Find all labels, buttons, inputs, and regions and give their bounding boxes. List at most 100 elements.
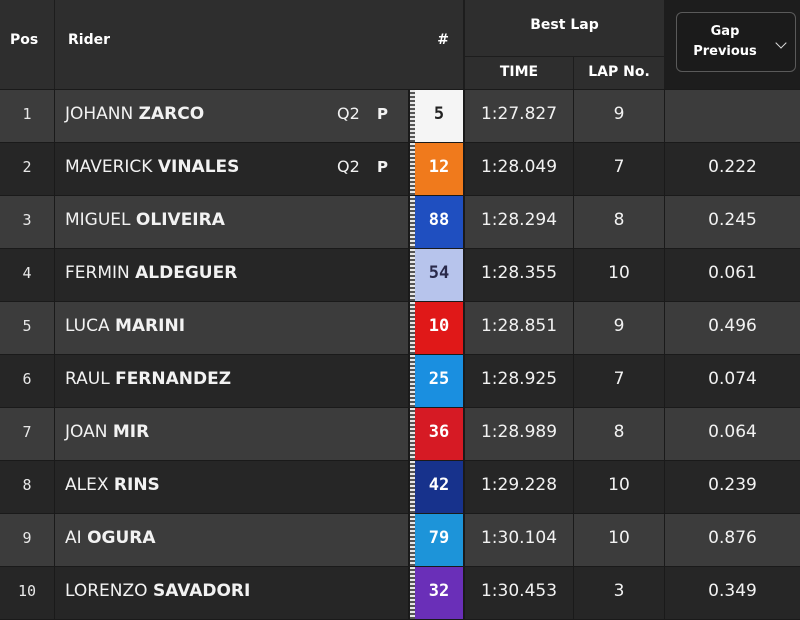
rider-first-name: MIGUEL: [65, 210, 131, 230]
bike-number: 10: [428, 316, 450, 336]
number-cell: 88: [410, 196, 463, 248]
team-stripe: [410, 355, 415, 407]
rider-first-name: JOHANN: [65, 104, 134, 124]
gap-previous: 0.222: [708, 157, 757, 177]
best-lap-time: 1:28.294: [480, 210, 558, 230]
best-lap-time: 1:28.989: [480, 422, 558, 442]
best-time-cell: 1:27.827: [465, 90, 573, 142]
best-time-cell: 1:30.453: [465, 567, 573, 619]
table-row[interactable]: 1 JOHANN ZARCO Q2 P 5 1:27.827 9: [0, 90, 800, 142]
team-stripe: [410, 461, 415, 513]
rider-first-name: MAVERICK: [65, 157, 153, 177]
header-pos: Pos: [10, 32, 39, 48]
table-row[interactable]: 6 RAUL FERNANDEZ 25 1:28.925 7 0.074: [0, 355, 800, 407]
gap-selector-dropdown[interactable]: Gap Previous: [676, 12, 796, 72]
best-lap-number: 9: [613, 316, 625, 336]
best-lap-number: 8: [613, 422, 625, 442]
gap-previous: 0.496: [708, 316, 757, 336]
rider-name: AI OGURA: [65, 528, 156, 548]
number-cell: 79: [410, 514, 463, 566]
gap-previous: 0.061: [708, 263, 757, 283]
lap-no-cell: 8: [574, 408, 664, 460]
rider-last-name: MARINI: [114, 316, 186, 336]
best-lap-number: 7: [613, 157, 625, 177]
rider-first-name: LORENZO: [65, 581, 148, 601]
gap-cell: 0.239: [665, 461, 800, 513]
number-cell: 25: [410, 355, 463, 407]
best-lap-number: 3: [613, 581, 625, 601]
table-row[interactable]: 2 MAVERICK VINALES Q2 P 12 1:28.049 7 0.222: [0, 143, 800, 195]
position: 4: [22, 264, 32, 282]
best-lap-time: 1:28.851: [480, 316, 558, 336]
gap-cell: 0.222: [665, 143, 800, 195]
gap-label-line1: Gap: [710, 24, 740, 39]
gap-previous: 0.074: [708, 369, 757, 389]
rider-name: MIGUEL OLIVEIRA: [65, 210, 225, 230]
rider-first-name: JOAN: [65, 422, 108, 442]
best-time-cell: 1:28.294: [465, 196, 573, 248]
table-row[interactable]: 5 LUCA MARINI 10 1:28.851 9 0.496: [0, 302, 800, 354]
bike-number-badge: 12: [410, 143, 463, 195]
best-lap-time: 1:27.827: [480, 104, 558, 124]
best-time-cell: 1:28.989: [465, 408, 573, 460]
pos-cell: 2: [0, 143, 54, 195]
gap-previous: 0.349: [708, 581, 757, 601]
number-cell: 54: [410, 249, 463, 301]
gap-cell: 0.064: [665, 408, 800, 460]
best-lap-time: 1:29.228: [480, 475, 558, 495]
position: 2: [22, 158, 32, 176]
rider-last-name: OLIVEIRA: [135, 210, 225, 230]
position: 1: [22, 105, 32, 123]
pos-cell: 6: [0, 355, 54, 407]
rider-last-name: OGURA: [87, 528, 156, 548]
best-time-cell: 1:28.925: [465, 355, 573, 407]
rider-name: JOHANN ZARCO: [65, 104, 204, 124]
bike-number: 12: [428, 157, 450, 177]
table-row[interactable]: 3 MIGUEL OLIVEIRA 88 1:28.294 8 0.245: [0, 196, 800, 248]
rider-last-name: ALDEGUER: [135, 263, 238, 283]
header-number: #: [437, 32, 449, 48]
header-best-lap: Best Lap: [530, 17, 599, 33]
rider-name: FERMIN ALDEGUER: [65, 263, 237, 283]
rider-name: RAUL FERNANDEZ: [65, 369, 231, 389]
table-row[interactable]: 8 ALEX RINS 42 1:29.228 10 0.239: [0, 461, 800, 513]
team-stripe: [410, 302, 415, 354]
position: 7: [22, 423, 32, 441]
bike-number-badge: 36: [410, 408, 463, 460]
best-time-cell: 1:28.851: [465, 302, 573, 354]
bike-number-badge: 25: [410, 355, 463, 407]
rider-first-name: RAUL: [65, 369, 110, 389]
lap-no-cell: 8: [574, 196, 664, 248]
gap-label-line2: Previous: [693, 44, 757, 59]
table-row[interactable]: 9 AI OGURA 79 1:30.104 10 0.876: [0, 514, 800, 566]
table-row[interactable]: 10 LORENZO SAVADORI 32 1:30.453 3 0.349: [0, 567, 800, 619]
gap-previous: 0.064: [708, 422, 757, 442]
number-cell: 32: [410, 567, 463, 619]
table-row[interactable]: 4 FERMIN ALDEGUER 54 1:28.355 10 0.061: [0, 249, 800, 301]
chevron-down-icon: [775, 37, 787, 49]
rider-cell: FERMIN ALDEGUER: [55, 249, 408, 301]
header-lap-no: LAP No.: [588, 64, 650, 80]
number-cell: 10: [410, 302, 463, 354]
pit-flag: P: [377, 105, 388, 123]
best-lap-number: 9: [613, 104, 625, 124]
bike-number: 88: [428, 210, 450, 230]
bike-number: 5: [433, 104, 445, 124]
best-time-cell: 1:28.355: [465, 249, 573, 301]
best-lap-number: 10: [608, 263, 630, 283]
pos-cell: 5: [0, 302, 54, 354]
best-lap-number: 7: [613, 369, 625, 389]
best-lap-time: 1:30.453: [480, 581, 558, 601]
lap-no-cell: 10: [574, 514, 664, 566]
position: 6: [22, 370, 32, 388]
q2-badge: Q2: [337, 104, 360, 123]
team-stripe: [410, 408, 415, 460]
gap-cell: 0.496: [665, 302, 800, 354]
best-lap-number: 8: [613, 210, 625, 230]
best-time-cell: 1:29.228: [465, 461, 573, 513]
rider-cell: JOAN MIR: [55, 408, 408, 460]
pos-cell: 4: [0, 249, 54, 301]
bike-number: 36: [428, 422, 450, 442]
table-row[interactable]: 7 JOAN MIR 36 1:28.989 8 0.064: [0, 408, 800, 460]
